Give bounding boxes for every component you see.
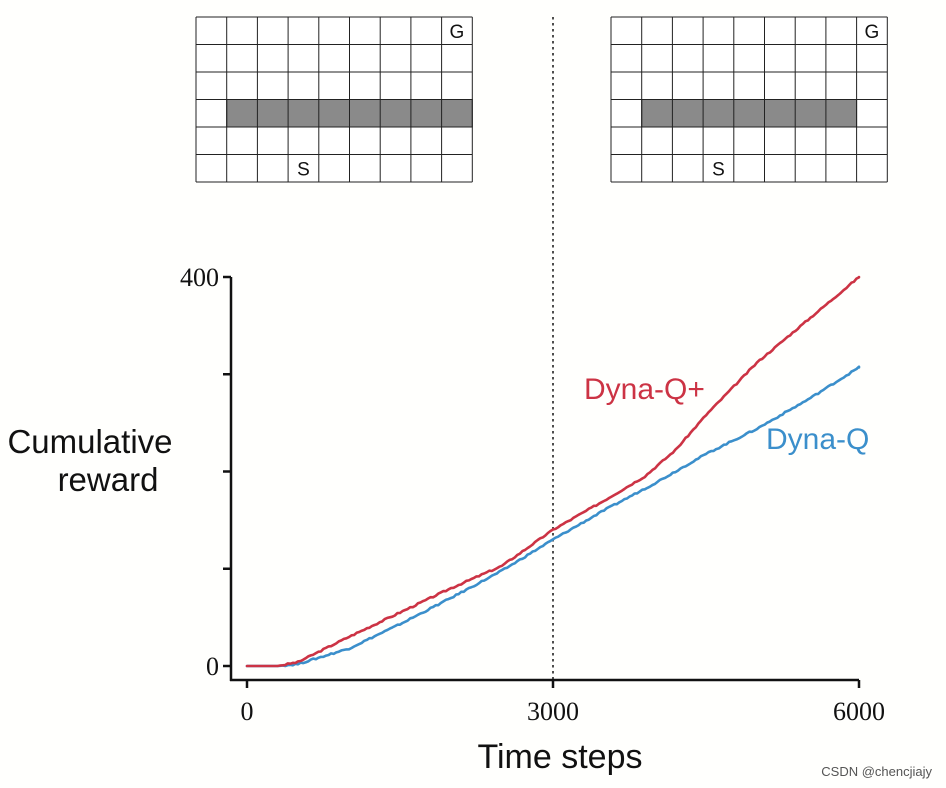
y-tick-label: 400	[180, 263, 219, 292]
maze-before-change: SG	[195, 16, 473, 183]
series-line-dyna-q-plus	[245, 275, 861, 668]
maze-start-label: S	[297, 159, 310, 180]
axes: 0 400 0 3000 6000	[180, 263, 885, 726]
maze-goal-label: G	[450, 22, 465, 43]
series-label-dyna-q: Dyna-Q	[766, 423, 869, 456]
maze-start-label: S	[712, 159, 725, 180]
maze-wall	[641, 99, 858, 128]
x-tick-label: 0	[241, 697, 254, 726]
maze-goal-label: G	[865, 22, 880, 43]
x-tick-label: 6000	[833, 697, 885, 726]
watermark: CSDN @chencjiajy	[821, 764, 932, 779]
x-tick-label: 3000	[527, 697, 579, 726]
y-axis-label-line1: Cumulative	[7, 423, 172, 460]
y-tick-label: 0	[206, 652, 219, 681]
series-label-dyna-q-plus: Dyna-Q+	[584, 373, 705, 406]
x-axis-label: Time steps	[477, 738, 642, 776]
maze-after-change: SG	[610, 16, 888, 183]
series-group	[245, 275, 861, 668]
y-axis-label-line2: reward	[58, 461, 159, 498]
series-line-dyna-q	[245, 365, 861, 668]
